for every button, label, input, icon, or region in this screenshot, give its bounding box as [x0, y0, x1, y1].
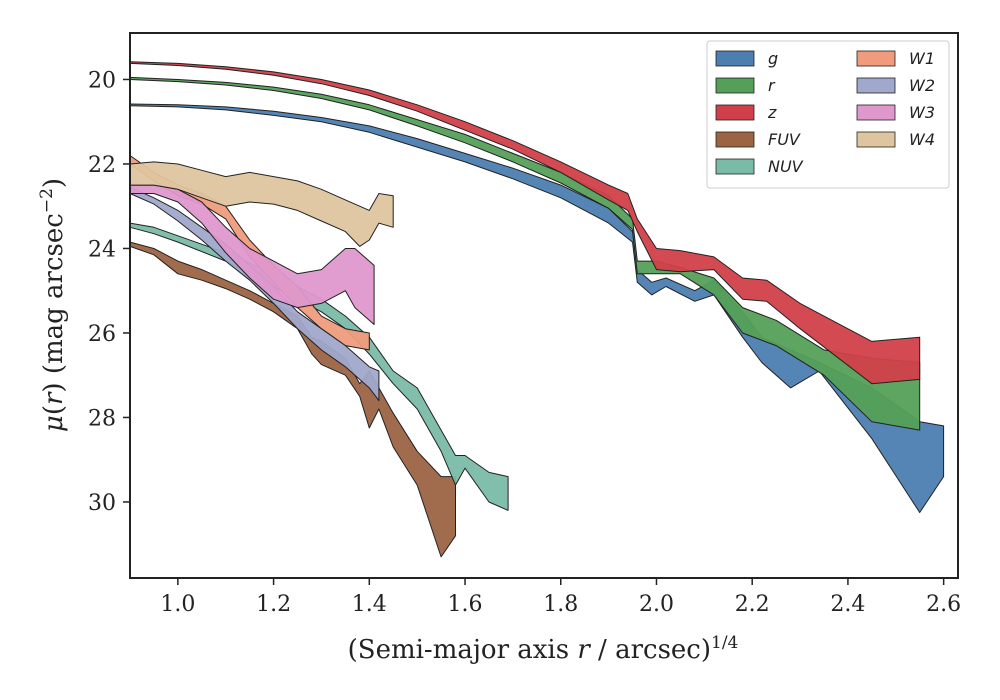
- legend-label-w4: W4: [909, 130, 935, 149]
- legend-swatch-g: [715, 50, 755, 67]
- y-axis-label: μ(r) (mag arcsec−2): [37, 178, 69, 432]
- x-tick-label: 1.8: [543, 592, 578, 617]
- y-tick-label: 28: [88, 406, 116, 431]
- legend-label-r: r: [768, 76, 776, 95]
- plot-frame: [129, 32, 959, 579]
- bands-layer: [129, 61, 945, 558]
- x-tick-label: 1.0: [160, 592, 195, 617]
- x-ticks: 1.0 1.2 1.4 1.6 1.8 2.0 2.2 2.4 2.6: [160, 578, 961, 617]
- y-tick-label: 22: [88, 153, 116, 178]
- legend-label-z: z: [767, 103, 777, 122]
- band-z: [129, 61, 921, 385]
- legend-label-w3: W3: [909, 103, 935, 122]
- y-ticks: 20 22 24 26 28 30: [88, 68, 130, 516]
- legend-label-nuv: NUV: [768, 157, 804, 176]
- legend-label-w1: W1: [909, 49, 935, 68]
- legend-swatch-w1: [856, 50, 896, 67]
- band-w3: [129, 184, 375, 325]
- x-tick-label: 2.4: [830, 592, 865, 617]
- x-tick-label: 1.4: [352, 592, 387, 617]
- x-tick-label: 1.2: [256, 592, 291, 617]
- x-tick-label: 2.2: [735, 592, 770, 617]
- legend-swatch-w2: [856, 77, 896, 94]
- y-tick-label: 30: [88, 491, 116, 516]
- band-r: [129, 76, 921, 431]
- y-tick-label: 26: [88, 322, 116, 347]
- legend-label-g: g: [768, 49, 778, 68]
- legend-label-w2: W2: [909, 76, 935, 95]
- y-tick-label: 20: [88, 68, 116, 93]
- x-tick-label: 1.6: [448, 592, 483, 617]
- legend-swatch-nuv: [715, 158, 755, 175]
- x-tick-label: 2.0: [639, 592, 674, 617]
- legend-swatch-fuv: [715, 131, 755, 148]
- legend-swatch-r: [715, 77, 755, 94]
- legend: grz FUV NUV W1 W2 W3 W4: [706, 40, 950, 189]
- band-w4: [129, 161, 394, 247]
- x-tick-label: 2.6: [926, 592, 961, 617]
- legend-label-fuv: FUV: [768, 130, 801, 149]
- x-axis-label: (Semi-major axis r / arcsec)1/4: [348, 633, 739, 665]
- band-g: [129, 103, 945, 513]
- legend-swatch-w3: [856, 104, 896, 121]
- y-tick-label: 24: [88, 237, 116, 262]
- legend-swatch-w4: [856, 131, 896, 148]
- legend-swatch-z: [715, 104, 755, 121]
